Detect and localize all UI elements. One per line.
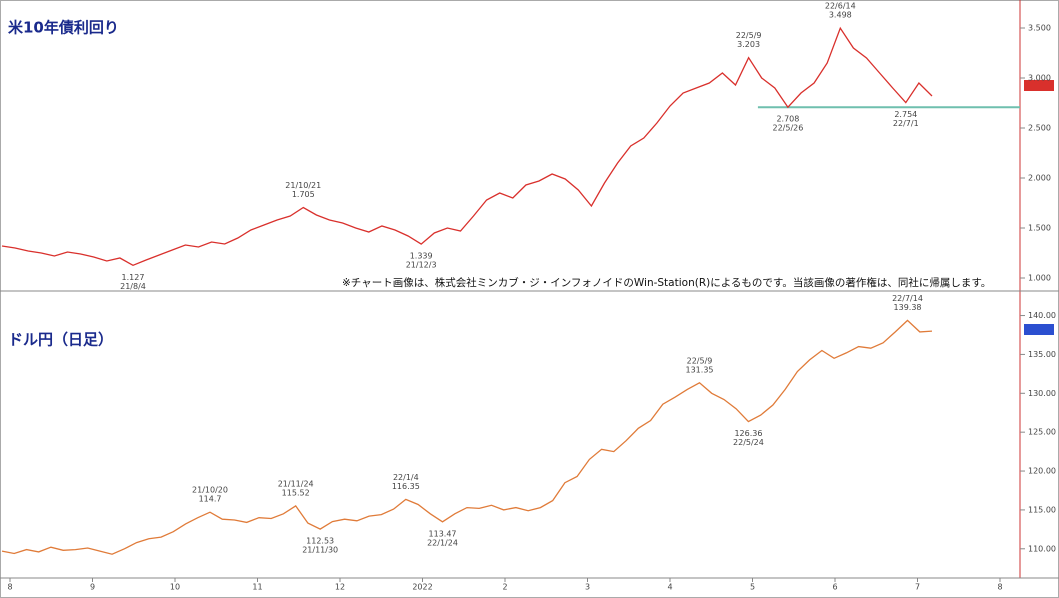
y-tick-label: 1.500 <box>1028 224 1051 233</box>
x-tick-label: 5 <box>750 583 755 592</box>
y-tick-label: 130.00 <box>1028 389 1056 398</box>
annotation-value: 112.53 <box>306 537 334 546</box>
annotation-value: 3.498 <box>829 11 852 20</box>
annotation-value: 139.38 <box>894 303 922 312</box>
x-tick-label: 3 <box>585 583 590 592</box>
annotation-value: 113.47 <box>429 529 457 538</box>
annotation-date: 22/5/9 <box>736 31 762 40</box>
annotation-value: 1.339 <box>410 252 433 261</box>
panel-title: 米10年債利回り <box>8 19 119 37</box>
x-tick-label: 8 <box>997 583 1002 592</box>
annotation-date: 21/12/3 <box>406 261 437 270</box>
annotation-value: 114.7 <box>199 495 222 504</box>
x-tick-label: 10 <box>170 583 180 592</box>
x-tick-label: 4 <box>667 583 672 592</box>
y-tick-label: 2.500 <box>1028 124 1051 133</box>
annotation-date: 22/6/14 <box>825 2 856 11</box>
annotation-value: 1.127 <box>122 273 145 282</box>
x-tick-label: 2 <box>502 583 507 592</box>
annotation-value: 1.705 <box>292 190 315 199</box>
x-tick-label: 6 <box>832 583 837 592</box>
y-tick-label: 135.00 <box>1028 350 1056 359</box>
x-tick-label: 12 <box>335 583 345 592</box>
y-tick-label: 110.00 <box>1028 544 1056 553</box>
annotation-value: 115.52 <box>282 488 310 497</box>
annotation-date: 21/10/21 <box>285 181 321 190</box>
y-tick-label: 3.000 <box>1028 74 1051 83</box>
annotation-date: 22/5/24 <box>733 438 764 447</box>
y-tick-label: 125.00 <box>1028 428 1056 437</box>
y-tick-label: 1.000 <box>1028 274 1051 283</box>
price-box <box>1024 80 1054 91</box>
disclaimer: ※チャート画像は、株式会社ミンカブ・ジ・インフォノイドのWin-Station(… <box>342 276 991 289</box>
annotation-date: 22/5/26 <box>772 124 803 133</box>
annotation-date: 22/5/9 <box>687 356 713 365</box>
price-box <box>1024 324 1054 335</box>
annotation-value: 2.708 <box>776 115 799 124</box>
annotation-date: 21/10/20 <box>192 486 228 495</box>
price-line <box>1 319 933 555</box>
x-tick-label: 9 <box>90 583 95 592</box>
annotation-date: 21/8/4 <box>120 282 146 291</box>
x-tick-label: 7 <box>915 583 920 592</box>
y-tick-label: 3.500 <box>1028 24 1051 33</box>
annotation-date: 22/1/24 <box>427 538 458 547</box>
x-tick-label: 2022 <box>412 583 432 592</box>
annotation-date: 22/7/14 <box>892 294 923 303</box>
price-line <box>1 26 933 267</box>
annotation-value: 2.754 <box>894 110 917 119</box>
annotation-value: 131.35 <box>686 365 714 374</box>
annotation-value: 116.35 <box>392 482 420 491</box>
x-tick-label: 11 <box>252 583 262 592</box>
annotation-value: 126.36 <box>734 429 762 438</box>
x-tick-label: 8 <box>7 583 12 592</box>
annotation-date: 21/11/24 <box>278 479 314 488</box>
y-tick-label: 115.00 <box>1028 505 1056 514</box>
annotation-date: 21/11/30 <box>302 546 338 555</box>
annotation-date: 22/1/4 <box>393 473 419 482</box>
annotation-date: 22/7/1 <box>893 119 919 128</box>
y-tick-label: 140.00 <box>1028 311 1056 320</box>
y-tick-label: 2.000 <box>1028 174 1051 183</box>
y-tick-label: 120.00 <box>1028 467 1056 476</box>
annotation-value: 3.203 <box>737 40 760 49</box>
panel-title: ドル円（日足） <box>8 331 113 349</box>
